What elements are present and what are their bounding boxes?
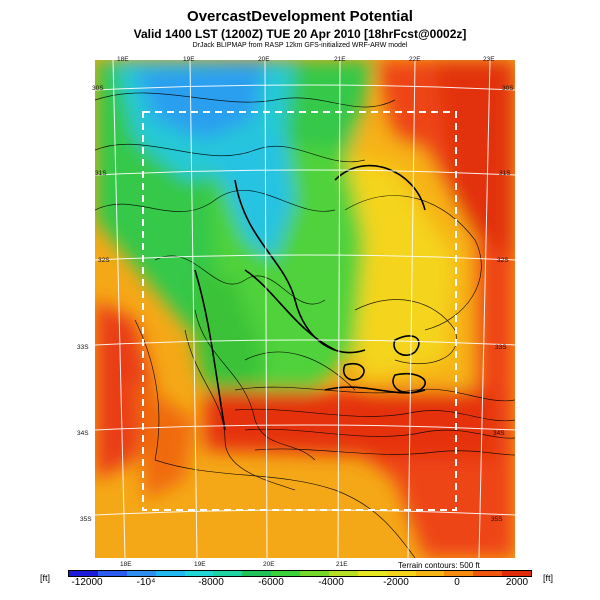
colorbar-segment: [473, 571, 503, 576]
lat-label: 32S: [98, 257, 110, 264]
colorbar-tick: -4000: [318, 577, 344, 588]
colorbar-segment: [271, 571, 300, 576]
colorbar-segment: [444, 571, 474, 576]
colorbar-tick: -2000: [383, 577, 409, 588]
colorbar-tick: -10⁴: [136, 577, 156, 588]
lon-label: 18E: [120, 561, 132, 568]
lat-label: 33S: [495, 344, 507, 351]
lat-label: 32S: [497, 257, 509, 264]
map-panel[interactable]: [95, 60, 515, 558]
colorbar-segment: [126, 571, 156, 576]
lat-label: 34S: [493, 430, 505, 437]
lon-label: 18E: [117, 56, 129, 63]
colorbar-segment: [155, 571, 185, 576]
lon-label: 19E: [194, 561, 206, 568]
lon-label: 21E: [336, 561, 348, 568]
map-credit: DrJack BLIPMAP from RASP 12km GFS-initia…: [192, 42, 408, 49]
colorbar-segment: [184, 571, 214, 576]
terrain-note: Terrain contours: 500 ft: [398, 561, 480, 570]
lat-label: 30S: [502, 85, 514, 92]
colorbar-tick: 0: [454, 577, 460, 588]
colorbar: [68, 570, 532, 577]
lat-label: 35S: [80, 516, 92, 523]
lat-label: 34S: [77, 430, 89, 437]
colorbar-unit-right: [ft]: [543, 573, 554, 583]
colorbar-segment: [97, 571, 127, 576]
forecast-map: [95, 60, 515, 558]
lat-label: 31S: [499, 170, 511, 177]
colorbar-tick: 2000: [505, 577, 529, 588]
colorbar-segment: [242, 571, 272, 576]
map-subtitle: Valid 1400 LST (1200Z) TUE 20 Apr 2010 […: [133, 27, 467, 41]
colorbar-segment: [502, 571, 531, 576]
colorbar-segment: [213, 571, 243, 576]
colorbar-segment: [328, 571, 358, 576]
colorbar-tick: -6000: [258, 577, 284, 588]
colorbar-unit-left: [ft]: [40, 573, 51, 583]
lon-label: 20E: [258, 56, 270, 63]
colorbar-segment: [415, 571, 445, 576]
lat-label: 31S: [95, 170, 107, 177]
lat-label: 33S: [77, 344, 89, 351]
colorbar-segment: [69, 571, 98, 576]
lon-label: 20E: [263, 561, 275, 568]
colorbar-segment: [357, 571, 387, 576]
lon-label: 21E: [334, 56, 346, 63]
colorbar-segment: [386, 571, 416, 576]
lon-label: 23E: [483, 56, 495, 63]
colorbar-tick: -8000: [198, 577, 224, 588]
lat-label: 35S: [491, 516, 503, 523]
lon-label: 22E: [409, 56, 421, 63]
lat-label: 30S: [92, 85, 104, 92]
colorbar-segment: [300, 571, 329, 576]
map-title: OvercastDevelopment Potential: [187, 8, 413, 25]
colorbar-tick: -12000: [71, 577, 103, 588]
lon-label: 19E: [183, 56, 195, 63]
